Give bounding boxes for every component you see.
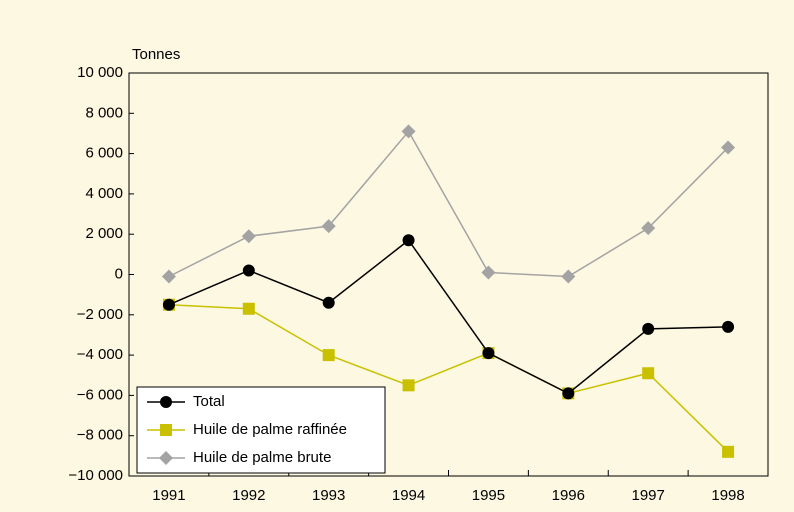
marker — [722, 445, 735, 458]
series-line — [168, 303, 729, 453]
x-tick-label: 1993 — [312, 487, 345, 504]
y-tick-label: −2 000 — [77, 306, 123, 323]
y-tick-label: −4 000 — [77, 346, 123, 363]
y-tick-label: 4 000 — [85, 185, 123, 202]
series-line — [168, 130, 729, 278]
marker — [321, 219, 336, 234]
marker — [642, 367, 655, 380]
marker — [160, 396, 172, 408]
y-tick-label: 2 000 — [85, 225, 123, 242]
marker — [482, 347, 495, 360]
marker — [561, 269, 576, 284]
y-tick-label: 8 000 — [85, 104, 123, 121]
marker — [159, 451, 173, 465]
legend-label: Total — [193, 393, 225, 410]
marker — [322, 296, 335, 309]
legend-label: Huile de palme brute — [193, 449, 331, 466]
y-tick-label: −8 000 — [77, 427, 123, 444]
marker — [161, 269, 176, 284]
y-axis-label: Tonnes — [132, 46, 180, 63]
legend-label: Huile de palme raffinée — [193, 421, 347, 438]
marker — [241, 229, 256, 244]
marker — [641, 221, 656, 236]
y-tick-label: −6 000 — [77, 386, 123, 403]
marker — [562, 387, 575, 400]
y-tick-label: 10 000 — [77, 64, 123, 81]
x-tick-label: 1996 — [552, 487, 585, 504]
marker — [481, 265, 496, 280]
marker — [642, 322, 655, 335]
y-tick-label: 6 000 — [85, 145, 123, 162]
marker — [322, 349, 335, 362]
marker — [242, 264, 255, 277]
series-line — [168, 239, 729, 395]
x-tick-label: 1992 — [232, 487, 265, 504]
marker — [401, 124, 416, 139]
marker — [160, 424, 172, 436]
x-tick-label: 1994 — [392, 487, 425, 504]
x-tick-label: 1991 — [152, 487, 185, 504]
marker — [162, 298, 175, 311]
marker — [402, 234, 415, 247]
x-tick-label: 1995 — [472, 487, 505, 504]
y-tick-label: −10 000 — [68, 467, 123, 484]
x-tick-label: 1998 — [711, 487, 744, 504]
marker — [722, 320, 735, 333]
marker — [721, 140, 736, 155]
marker — [402, 379, 415, 392]
marker — [242, 302, 255, 315]
x-tick-label: 1997 — [632, 487, 665, 504]
y-tick-label: 0 — [115, 265, 123, 282]
